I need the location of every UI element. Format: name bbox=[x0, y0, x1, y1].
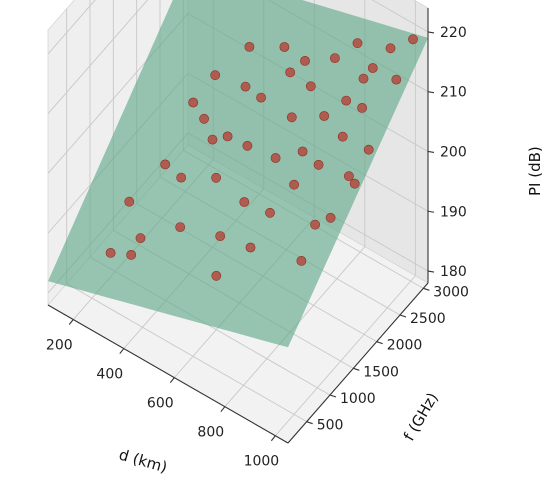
data-point bbox=[207, 134, 218, 145]
data-point bbox=[188, 97, 199, 108]
data-point bbox=[244, 42, 255, 52]
x-tick-label: 200 bbox=[46, 338, 73, 354]
data-point bbox=[357, 103, 367, 113]
x-tick-label: 400 bbox=[96, 367, 123, 383]
y-tick-label: 2000 bbox=[387, 338, 423, 354]
data-point bbox=[358, 73, 369, 84]
y-tick bbox=[376, 341, 383, 345]
y-tick-label: 1500 bbox=[363, 364, 399, 380]
data-point bbox=[256, 92, 266, 103]
tick-labels: 200 400 600 800 1000 500 1000 1500 2000 2500 3000 1… bbox=[46, 25, 469, 470]
data-point bbox=[310, 219, 320, 230]
x-tick bbox=[68, 319, 74, 325]
y-tick bbox=[329, 394, 337, 398]
data-point bbox=[222, 131, 233, 142]
x-tick bbox=[169, 377, 175, 383]
x-axis-line bbox=[47, 304, 289, 444]
data-point bbox=[300, 56, 310, 66]
data-point bbox=[408, 34, 418, 45]
data-point bbox=[199, 113, 209, 124]
y-tick bbox=[353, 367, 360, 371]
x-tick bbox=[270, 435, 276, 442]
z-tick-label: 190 bbox=[440, 204, 467, 220]
z-tick-label: 180 bbox=[440, 264, 467, 280]
data-point bbox=[211, 172, 221, 183]
data-point bbox=[126, 249, 137, 260]
z-tick bbox=[427, 91, 435, 94]
data-point bbox=[239, 197, 250, 207]
data-point bbox=[211, 270, 222, 281]
data-point bbox=[305, 81, 316, 92]
data-point bbox=[105, 247, 116, 258]
z-tick bbox=[427, 31, 435, 34]
data-point bbox=[367, 63, 378, 73]
z-axis-label: PI (dB) bbox=[526, 146, 544, 196]
x-tick-label: 800 bbox=[197, 425, 224, 441]
grid-line-z-back bbox=[371, 0, 429, 33]
data-point bbox=[297, 146, 308, 157]
data-point bbox=[242, 140, 253, 151]
y-tick-label: 3000 bbox=[433, 284, 469, 300]
fitted-surface bbox=[48, 0, 428, 348]
data-point bbox=[325, 212, 336, 223]
y-tick-label: 2500 bbox=[410, 311, 446, 327]
y-tick bbox=[306, 421, 313, 425]
data-point bbox=[175, 222, 186, 232]
data-point bbox=[349, 178, 360, 189]
data-point bbox=[270, 153, 281, 163]
z-tick bbox=[427, 210, 435, 213]
data-point bbox=[363, 144, 374, 155]
data-point bbox=[289, 179, 299, 190]
grid-line-z-left bbox=[47, 0, 149, 114]
y-tick bbox=[399, 314, 407, 318]
data-point bbox=[296, 255, 307, 266]
x-tick bbox=[119, 348, 125, 354]
data-point bbox=[319, 111, 330, 121]
grid-line-f-floor bbox=[66, 283, 307, 423]
grid-line-d-floor bbox=[275, 275, 416, 437]
data-point bbox=[240, 81, 251, 92]
x-axis-label: d (km) bbox=[117, 446, 169, 477]
data-point bbox=[329, 53, 340, 63]
y-tick bbox=[423, 287, 430, 291]
surface-patch bbox=[48, 0, 428, 348]
grid-line-z-left bbox=[47, 0, 96, 55]
z-tick-label: 210 bbox=[440, 85, 467, 101]
axes bbox=[47, 8, 435, 444]
data-point bbox=[391, 74, 402, 85]
data-point bbox=[337, 131, 348, 142]
data-point bbox=[285, 67, 296, 78]
x-tick-label: 1000 bbox=[244, 454, 280, 470]
data-point bbox=[210, 70, 221, 81]
data-point bbox=[135, 233, 146, 244]
data-point bbox=[160, 159, 171, 170]
x-tick-label: 600 bbox=[147, 396, 174, 412]
data-point bbox=[341, 95, 352, 106]
y-axis-line bbox=[287, 282, 429, 444]
z-tick-label: 200 bbox=[440, 145, 467, 161]
data-point bbox=[279, 42, 290, 52]
data-point bbox=[352, 38, 363, 49]
data-point bbox=[343, 171, 354, 182]
data-point bbox=[176, 172, 187, 183]
z-tick bbox=[427, 150, 435, 154]
y-tick-label: 1000 bbox=[340, 391, 376, 407]
data-point bbox=[215, 231, 226, 241]
data-point bbox=[286, 112, 297, 123]
data-point bbox=[313, 159, 324, 170]
data-point bbox=[265, 207, 275, 218]
y-tick-label: 500 bbox=[317, 418, 344, 434]
data-point bbox=[124, 196, 135, 207]
y-axis-label: f (GHz) bbox=[400, 390, 442, 444]
z-tick-label: 220 bbox=[440, 25, 467, 41]
data-point bbox=[245, 242, 256, 253]
scatter-points bbox=[105, 34, 418, 281]
data-point bbox=[385, 43, 396, 54]
x-tick bbox=[220, 406, 226, 413]
z-tick bbox=[427, 270, 435, 273]
